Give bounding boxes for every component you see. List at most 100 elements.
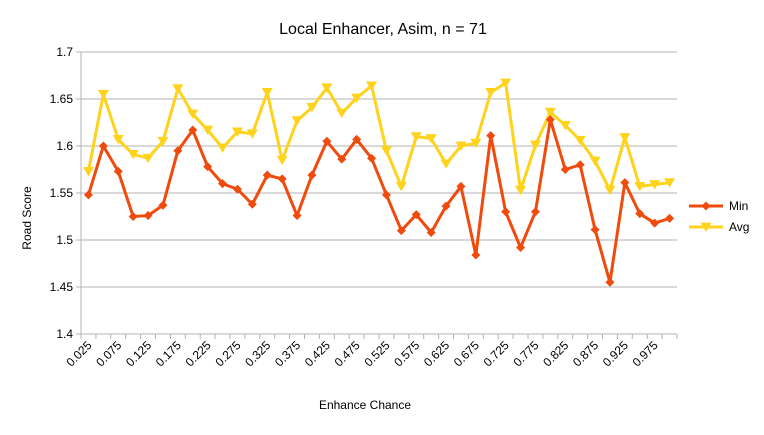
y-tick-label: 1.55 — [50, 186, 74, 200]
data-point-avg — [455, 141, 467, 151]
data-point-min — [426, 227, 436, 237]
data-point-avg — [470, 138, 482, 149]
data-point-avg — [634, 182, 646, 192]
data-point-min — [232, 184, 242, 194]
data-point-avg — [440, 159, 452, 169]
data-point-avg — [202, 125, 214, 135]
x-tick-label: 0.525 — [361, 338, 392, 369]
data-point-min — [456, 181, 466, 191]
legend-label-min: Min — [729, 199, 748, 213]
data-point-avg — [276, 155, 288, 166]
x-tick-label: 0.375 — [272, 338, 303, 369]
data-point-avg — [529, 140, 541, 151]
y-axis-label: Road Score — [20, 186, 34, 250]
data-point-min — [486, 131, 496, 141]
data-point-min — [188, 125, 198, 135]
data-point-min — [367, 153, 377, 163]
data-point-avg — [395, 182, 407, 192]
data-point-min — [307, 170, 317, 180]
data-point-min — [83, 190, 93, 200]
data-point-min — [516, 243, 526, 253]
data-point-avg — [306, 103, 318, 113]
data-point-min — [352, 134, 362, 144]
x-axis-label: Enhance Chance — [319, 398, 411, 412]
data-point-avg — [261, 88, 273, 98]
data-point-min — [545, 115, 555, 125]
data-point-avg — [291, 116, 303, 126]
data-point-min — [128, 212, 138, 221]
chart-title: Local Enhancer, Asim, n = 71 — [279, 21, 487, 38]
data-point-avg — [380, 146, 392, 156]
x-tick-label: 0.025 — [63, 338, 94, 369]
data-point-min — [322, 136, 332, 146]
x-tick-label: 0.175 — [153, 338, 184, 369]
data-point-avg — [157, 136, 169, 147]
x-tick-label: 0.675 — [451, 338, 482, 369]
data-point-min — [560, 165, 570, 174]
legend-label-avg: Avg — [729, 220, 749, 234]
x-tick-label: 0.575 — [391, 338, 422, 369]
data-point-avg — [112, 135, 124, 145]
data-point-avg — [500, 78, 512, 88]
series-line-avg — [86, 81, 670, 192]
data-point-min — [590, 225, 600, 235]
data-point-min — [143, 211, 153, 221]
x-tick-label: 0.625 — [421, 338, 452, 369]
data-point-avg — [425, 134, 437, 144]
series-avg — [82, 78, 676, 196]
data-point-min — [113, 166, 123, 176]
data-point-avg — [351, 93, 363, 104]
data-point-min — [396, 226, 406, 236]
y-tick-label: 1.45 — [50, 280, 74, 294]
data-point-min — [530, 207, 540, 217]
data-point-min — [247, 199, 257, 209]
data-point-avg — [231, 127, 243, 137]
data-point-avg — [649, 180, 661, 190]
data-point-min — [411, 210, 421, 220]
data-point-min — [501, 207, 511, 217]
data-point-min — [292, 211, 302, 221]
data-point-min — [441, 201, 451, 211]
data-point-min — [381, 190, 391, 200]
data-point-min — [471, 250, 481, 260]
data-point-avg — [321, 83, 333, 93]
data-point-avg — [82, 166, 94, 177]
data-point-avg — [574, 135, 586, 146]
data-point-avg — [559, 120, 571, 131]
data-point-avg — [485, 88, 497, 98]
data-point-min — [635, 209, 645, 219]
y-tick-label: 1.6 — [56, 139, 73, 153]
data-point-avg — [336, 108, 348, 119]
data-point-min — [277, 174, 287, 184]
x-tick-label: 0.975 — [630, 338, 661, 369]
x-tick-label: 0.125 — [123, 338, 154, 369]
data-point-avg — [544, 107, 556, 118]
data-point-min — [620, 178, 630, 188]
data-point-min — [218, 179, 228, 189]
y-tick-label: 1.65 — [50, 92, 74, 106]
x-tick-label: 0.825 — [540, 338, 571, 369]
data-point-avg — [172, 84, 184, 94]
legend: Min Avg — [689, 199, 749, 234]
data-point-min — [98, 141, 108, 151]
data-point-avg — [604, 185, 616, 196]
data-point-min — [173, 146, 183, 156]
x-tick-label: 0.275 — [212, 338, 243, 369]
legend-item-avg: Avg — [689, 220, 749, 234]
data-point-avg — [619, 133, 631, 143]
x-tick-label: 0.225 — [183, 338, 214, 369]
data-point-min — [262, 170, 272, 180]
data-point-min — [158, 200, 168, 210]
series-layer — [82, 78, 676, 287]
data-point-min — [203, 162, 213, 172]
x-tick-label: 0.725 — [481, 338, 512, 369]
data-point-min — [575, 160, 585, 170]
data-point-avg — [589, 156, 601, 166]
x-tick-label: 0.075 — [93, 338, 124, 369]
data-point-avg — [142, 153, 154, 164]
data-point-min — [650, 218, 660, 228]
data-point-avg — [366, 81, 378, 91]
legend-marker-avg — [700, 222, 712, 232]
x-tick-label: 0.925 — [600, 338, 631, 369]
